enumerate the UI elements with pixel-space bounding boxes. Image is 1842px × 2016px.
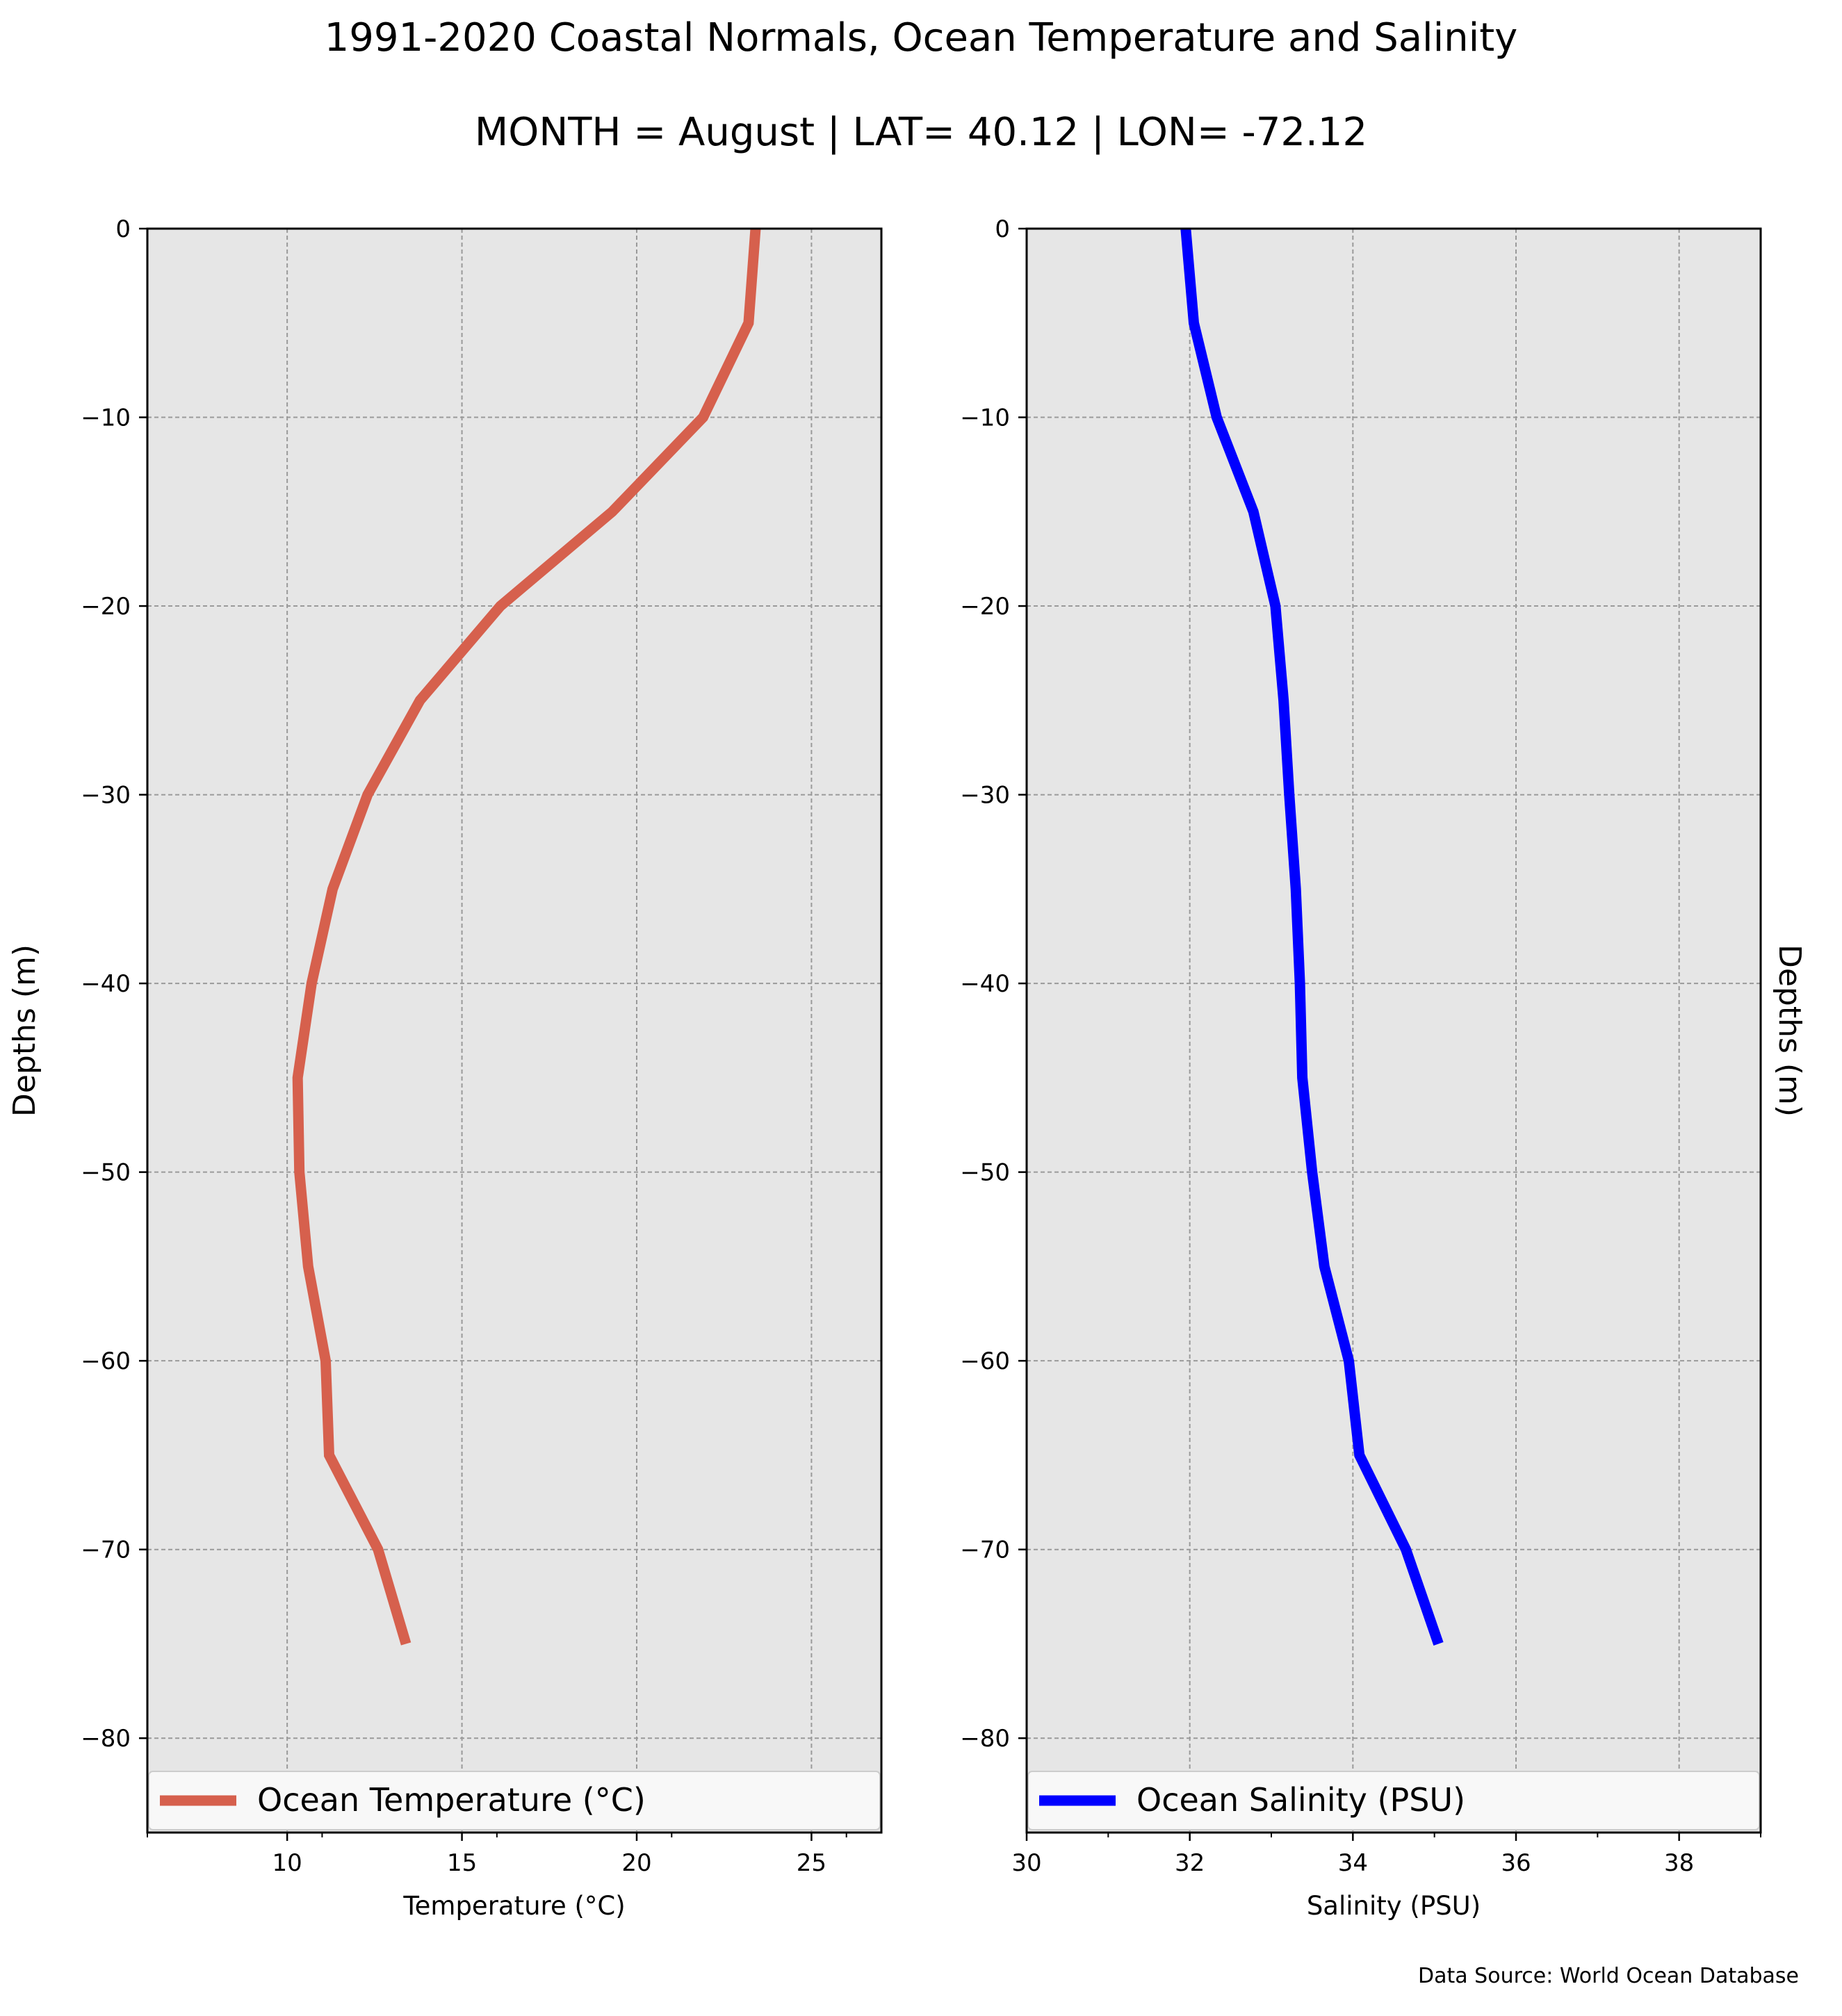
sal-ytick-label: −10: [960, 404, 1010, 432]
sal-legend-box: [1027, 1771, 1760, 1830]
temp-legend-label: Ocean Temperature (°C): [257, 1781, 646, 1819]
temp-ytick-label: −80: [81, 1725, 131, 1753]
temp-ytick-label: −60: [81, 1347, 131, 1375]
data-source-note: Data Source: World Ocean Database: [1418, 1964, 1799, 1988]
sal-series-line: [1180, 228, 1444, 1646]
temperature-panel: Ocean Temperature (°C) 10 15 20 25 0 −10 −20 −30…: [7, 215, 883, 1921]
temp-xtick-label: 15: [447, 1849, 477, 1877]
sal-xtick-label: 38: [1664, 1849, 1694, 1877]
temp-ytick-label: −30: [81, 782, 131, 810]
salinity-panel: Ocean Salinity (PSU) 30 32 34 36 38 0 −10 −20 −30…: [960, 215, 1807, 1921]
temp-ytick-label: −50: [81, 1159, 131, 1187]
temp-ytick-label: −20: [81, 593, 131, 621]
sal-ytick-label: −70: [960, 1536, 1010, 1564]
sal-ytick-label: −30: [960, 782, 1010, 810]
sal-ytick-label: −50: [960, 1159, 1010, 1187]
temp-ytick-label: −10: [81, 404, 131, 432]
temp-xaxis-label: Temperature (°C): [402, 1891, 625, 1921]
sal-ytick-label: −60: [960, 1347, 1010, 1375]
sal-xtick-label: 36: [1501, 1849, 1531, 1877]
temp-yaxis-label: Depths (m): [7, 944, 42, 1117]
temp-legend-box: [148, 1771, 881, 1830]
temp-plot-area: [147, 229, 881, 1833]
sal-xtick-label: 32: [1175, 1849, 1205, 1877]
sal-legend-label: Ocean Salinity (PSU): [1136, 1781, 1465, 1819]
sal-ytick-label: 0: [995, 215, 1010, 243]
chart-title: 1991-2020 Coastal Normals, Ocean Tempera…: [324, 15, 1518, 60]
chart-subtitle: MONTH = August | LAT= 40.12 | LON= -72.1…: [474, 110, 1368, 155]
temp-ytick-label: −40: [81, 970, 131, 998]
sal-ytick-label: −80: [960, 1725, 1010, 1753]
sal-ytick-label: −20: [960, 593, 1010, 621]
sal-xtick-label: 30: [1011, 1849, 1041, 1877]
temp-xtick-label: 25: [797, 1849, 826, 1877]
temp-ytick-label: 0: [115, 215, 131, 243]
sal-yaxis-label: Depths (m): [1772, 944, 1807, 1117]
temp-xtick-label: 20: [621, 1849, 651, 1877]
sal-xtick-label: 34: [1338, 1849, 1368, 1877]
temp-xtick-label: 10: [272, 1849, 302, 1877]
temp-series-line: [292, 228, 761, 1646]
sal-xaxis-label: Salinity (PSU): [1307, 1891, 1481, 1921]
sal-ytick-label: −40: [960, 970, 1010, 998]
sal-plot-area: [1027, 229, 1761, 1833]
temp-axes-frame: [146, 227, 883, 1834]
temp-ytick-label: −70: [81, 1536, 131, 1564]
sal-axes-frame: [1025, 227, 1762, 1834]
